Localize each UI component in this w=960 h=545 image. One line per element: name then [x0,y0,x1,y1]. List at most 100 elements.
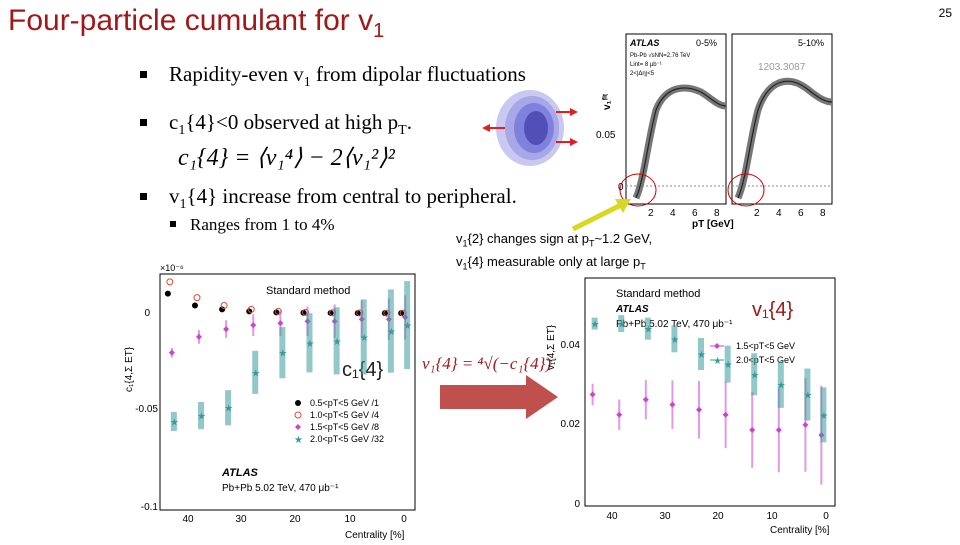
data-point [802,421,809,428]
right-xtick: 40 [606,511,618,522]
slide-title-text: Four-particle cumulant for v [8,4,374,37]
data-point [193,294,201,302]
legend-marker-magenta [295,424,301,430]
data-point: ★ [644,325,653,336]
data-point: ★ [724,360,733,371]
left-xtick: 20 [289,514,301,525]
top-ref-label: 1203.3087 [758,62,806,73]
right-xtick: 0 [823,511,829,522]
right-legend-entry: 1.5<pT<5 GeV [736,341,795,351]
sub-bullet: Ranges from 1 to 4% [170,215,334,235]
arrow-right-top-head [570,108,578,116]
error-bar [591,317,598,330]
data-point: ★ [670,335,679,346]
left-ytick: -0.1 [141,502,159,513]
error-bar [252,350,259,394]
error-bar [333,307,340,375]
annotation-2-sub: 1 [462,261,468,272]
error-bar [804,368,811,421]
data-point [669,401,676,408]
left-exponent: ×10⁻⁶ [160,263,184,273]
left-legend-entry: 0.5<pT<5 GeV /1 [310,398,379,408]
right-ytick: 0.04 [561,340,581,351]
right-ylabel: v₁{4,Σ ET} [546,324,557,370]
error-bar [698,338,705,370]
right-plot: v₁{4,Σ ET} Centrality [%] Standard metho… [540,270,840,540]
data-point [354,310,361,317]
right-plot-svg: v₁{4,Σ ET} Centrality [%] Standard metho… [546,277,836,536]
annotation-2-b: {4} measurable only at large p [467,253,641,269]
dipole-core [524,111,548,145]
bullet-2: c1{4}<0 observed at high pT. [140,110,412,139]
error-bar [618,315,625,333]
left-xtick: 0 [401,514,407,525]
left-plot: ×10⁻⁶ c₁{4,Σ ET} Centrality [%] Standard… [120,262,430,541]
top-xtick: 8 [820,208,826,219]
data-point [775,427,782,433]
arrow-left-head [482,124,490,132]
top-xtick: 4 [670,208,676,219]
data-point: ★ [697,350,706,361]
data-point [164,290,171,297]
right-xtick: 20 [712,511,724,522]
top-xtick: 8 [714,208,720,219]
error-bar [751,353,758,396]
top-xtick: 2 [754,208,760,219]
left-xtick: 40 [182,514,194,525]
bullet-1-text-end: from dipolar fluctuations [310,62,526,86]
left-plot-frame [159,273,416,511]
left-legend-entry: 1.0<pT<5 GeV /4 [310,410,379,420]
dipole-illustration [482,90,578,166]
legend-marker-teal: ★ [713,356,722,367]
annotation-note: v1{2} changes sign at pT~1.2 GeV, v1{4} … [456,230,652,275]
left-data-points: ★ ★ ★ ★ ★ ★ ★ ★ ★ ★ [164,278,412,432]
big-arrow-shaft [440,385,526,409]
top-ytick-0: 0 [618,182,624,193]
data-point [301,308,309,316]
data-point: ★ [224,404,233,415]
bullet-marker [140,118,147,126]
annotation-line-1: v1{2} changes sign at pT~1.2 GeV, [456,230,652,253]
bullet-2-sub: 1 [178,123,186,139]
left-ytick: 0 [144,308,150,319]
right-system-label: Pb+Pb 5.02 TeV, 470 μb⁻¹ [616,319,733,330]
right-plot-frame [584,277,836,507]
bullet-1-text: Rapidity-even v [169,62,304,86]
data-point: ★ [305,339,314,350]
left-xtick: 10 [344,514,356,525]
top-plot-svg: ATLAS 0-5% 5-10% Pb-Pb √sNN=2.76 TeV Lin… [596,33,833,230]
top-plot: ATLAS 0-5% 5-10% Pb-Pb √sNN=2.76 TeV Lin… [596,30,836,230]
right-xtick: 30 [659,511,671,522]
data-point: ★ [360,333,369,344]
left-system-label: Pb+Pb 5.02 TeV, 470 μb⁻¹ [222,483,339,494]
legend-marker-red [294,411,302,419]
annotation-1-b: {2} changes sign at p [467,231,589,246]
right-ytick: 0.02 [561,419,581,430]
yellow-arrow [571,199,631,232]
left-ytick: -0.05 [135,404,158,415]
left-legend-entry: 1.5<pT<5 GeV /8 [310,422,379,432]
data-point: ★ [591,320,600,331]
left-atlas-label: ATLAS [221,467,259,479]
right-atlas-label: ATLAS [615,304,649,315]
error-bar [644,317,651,340]
data-point [381,310,388,317]
sub-bullet-marker [170,221,176,228]
v1-curve-left [635,87,727,199]
legend-marker-teal: ★ [294,435,303,446]
formula-v1: v₁{4} = ⁴√(−c₁{4}) [422,354,552,373]
top-cent1-label: 0-5% [696,38,717,48]
data-point [220,301,228,309]
error-bar [671,325,678,353]
bullet-3-text-end: {4} increase from central to peripheral. [186,184,517,208]
top-ylabel: v₁ᶠⁱᵗ [601,93,613,110]
sub-bullet-text: Ranges from 1 to 4% [190,215,335,234]
data-point [300,309,307,316]
data-point [749,427,756,433]
bullet-marker [140,70,147,78]
data-point [247,305,255,313]
legend-marker-magenta [714,343,720,349]
data-point [722,411,729,418]
error-bar [360,299,367,375]
yellow-arrow-shaft [571,202,623,232]
